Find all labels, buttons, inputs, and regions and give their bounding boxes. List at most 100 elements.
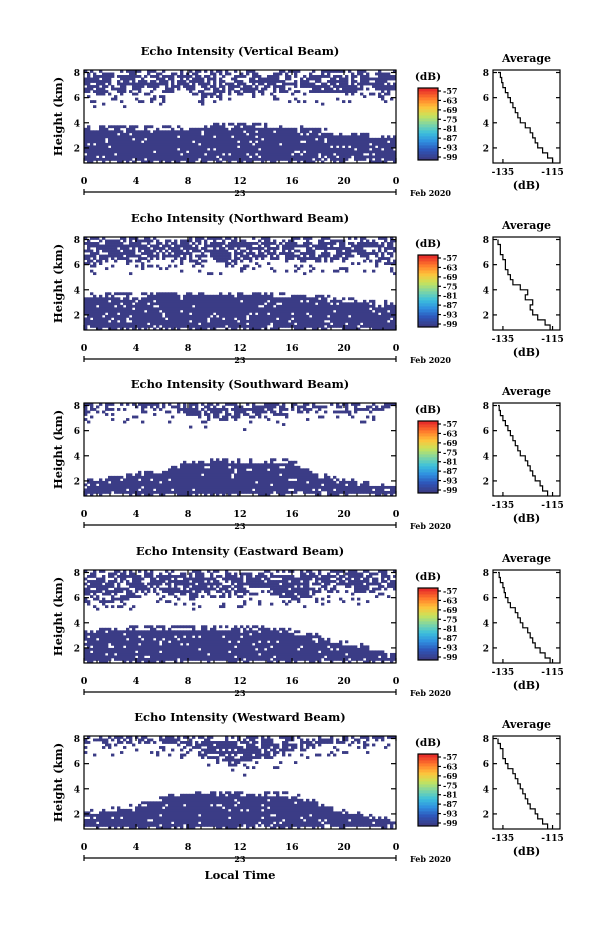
- echo-cell: [234, 483, 238, 487]
- echo-cell: [174, 294, 178, 298]
- echo-cell: [219, 272, 223, 276]
- echo-cell: [333, 140, 337, 144]
- echo-cell: [150, 145, 154, 149]
- echo-cell: [159, 160, 163, 164]
- echo-cell: [195, 72, 199, 76]
- echo-cell: [345, 87, 349, 91]
- echo-cell: [183, 252, 187, 255]
- echo-cell: [321, 137, 325, 141]
- echo-cell: [270, 327, 274, 331]
- echo-cell: [222, 475, 226, 479]
- echo-cell: [159, 485, 163, 489]
- echo-cell: [309, 307, 313, 311]
- echo-cell: [297, 155, 301, 159]
- echo-cell: [336, 307, 340, 311]
- echo-cell: [336, 239, 340, 243]
- echo-cell: [147, 488, 151, 492]
- echo-cell: [351, 322, 355, 326]
- echo-cell: [216, 309, 220, 313]
- echo-cell: [285, 324, 289, 328]
- echo-cell: [264, 309, 268, 313]
- echo-cell: [87, 254, 91, 258]
- echo-cell: [273, 458, 277, 462]
- echo-cell: [249, 488, 253, 492]
- echo-cell: [246, 312, 250, 316]
- echo-cell: [135, 297, 139, 301]
- echo-cell: [105, 408, 109, 411]
- echo-cell: [159, 102, 163, 106]
- echo-cell: [342, 319, 346, 323]
- echo-cell: [246, 140, 250, 144]
- echo-cell: [246, 324, 250, 328]
- echo-cell: [114, 317, 118, 321]
- echo-cell: [174, 254, 178, 258]
- echo-cell: [129, 272, 133, 276]
- echo-cell: [225, 473, 229, 477]
- echo-cell: [348, 307, 352, 311]
- echo-cell: [267, 145, 271, 149]
- echo-cell: [132, 480, 136, 484]
- echo-cell: [276, 307, 280, 311]
- echo-cell: [156, 309, 160, 313]
- echo-cell: [213, 244, 217, 248]
- echo-cell: [333, 160, 337, 164]
- echo-cell: [177, 405, 181, 409]
- echo-cell: [285, 82, 289, 86]
- echo-cell: [147, 485, 151, 489]
- echo-cell: [84, 488, 88, 492]
- echo-cell: [201, 252, 205, 255]
- echo-cell: [333, 147, 337, 151]
- echo-cell: [90, 415, 94, 419]
- echo-cell: [177, 480, 181, 484]
- echo-cell: [132, 85, 136, 88]
- echo-cell: [318, 307, 322, 311]
- echo-cell: [219, 127, 223, 131]
- echo-cell: [243, 294, 247, 298]
- echo-cell: [339, 314, 343, 318]
- echo-cell: [123, 87, 127, 91]
- echo-cell: [378, 244, 382, 248]
- echo-cell: [375, 314, 379, 318]
- echo-cell: [303, 157, 307, 161]
- echo-cell: [240, 140, 244, 144]
- echo-cell: [126, 485, 130, 489]
- echo-cell: [249, 463, 253, 467]
- echo-cell: [207, 82, 211, 86]
- echo-cell: [231, 324, 235, 328]
- echo-cell: [273, 135, 277, 139]
- echo-cell: [174, 302, 178, 306]
- echo-cell: [114, 299, 118, 303]
- echo-cell: [339, 309, 343, 313]
- echo-cell: [90, 160, 94, 164]
- echo-cell: [93, 297, 97, 301]
- echo-cell: [243, 475, 247, 479]
- echo-cell: [333, 324, 337, 328]
- echo-cell: [165, 82, 169, 86]
- echo-cell: [222, 259, 226, 263]
- echo-cell: [207, 314, 211, 318]
- echo-cell: [330, 309, 334, 313]
- echo-cell: [270, 475, 274, 479]
- echo-cell: [306, 135, 310, 139]
- echo-cell: [384, 157, 388, 161]
- echo-cell: [222, 80, 226, 83]
- echo-cell: [189, 254, 193, 258]
- echo-cell: [366, 254, 370, 258]
- echo-cell: [135, 97, 139, 101]
- echo-cell: [114, 140, 118, 144]
- echo-cell: [120, 327, 124, 331]
- echo-cell: [111, 150, 115, 154]
- echo-cell: [135, 70, 139, 73]
- echo-cell: [297, 319, 301, 323]
- echo-cell: [105, 150, 109, 154]
- echo-cell: [237, 90, 241, 93]
- echo-cell: [135, 304, 139, 308]
- echo-cell: [240, 470, 244, 474]
- echo-cell: [201, 475, 205, 479]
- echo-cell: [102, 304, 106, 308]
- echo-cell: [174, 132, 178, 136]
- echo-cell: [237, 317, 241, 321]
- echo-cell: [90, 252, 94, 255]
- colorbar-swatch: [418, 267, 438, 271]
- echo-cell: [234, 132, 238, 136]
